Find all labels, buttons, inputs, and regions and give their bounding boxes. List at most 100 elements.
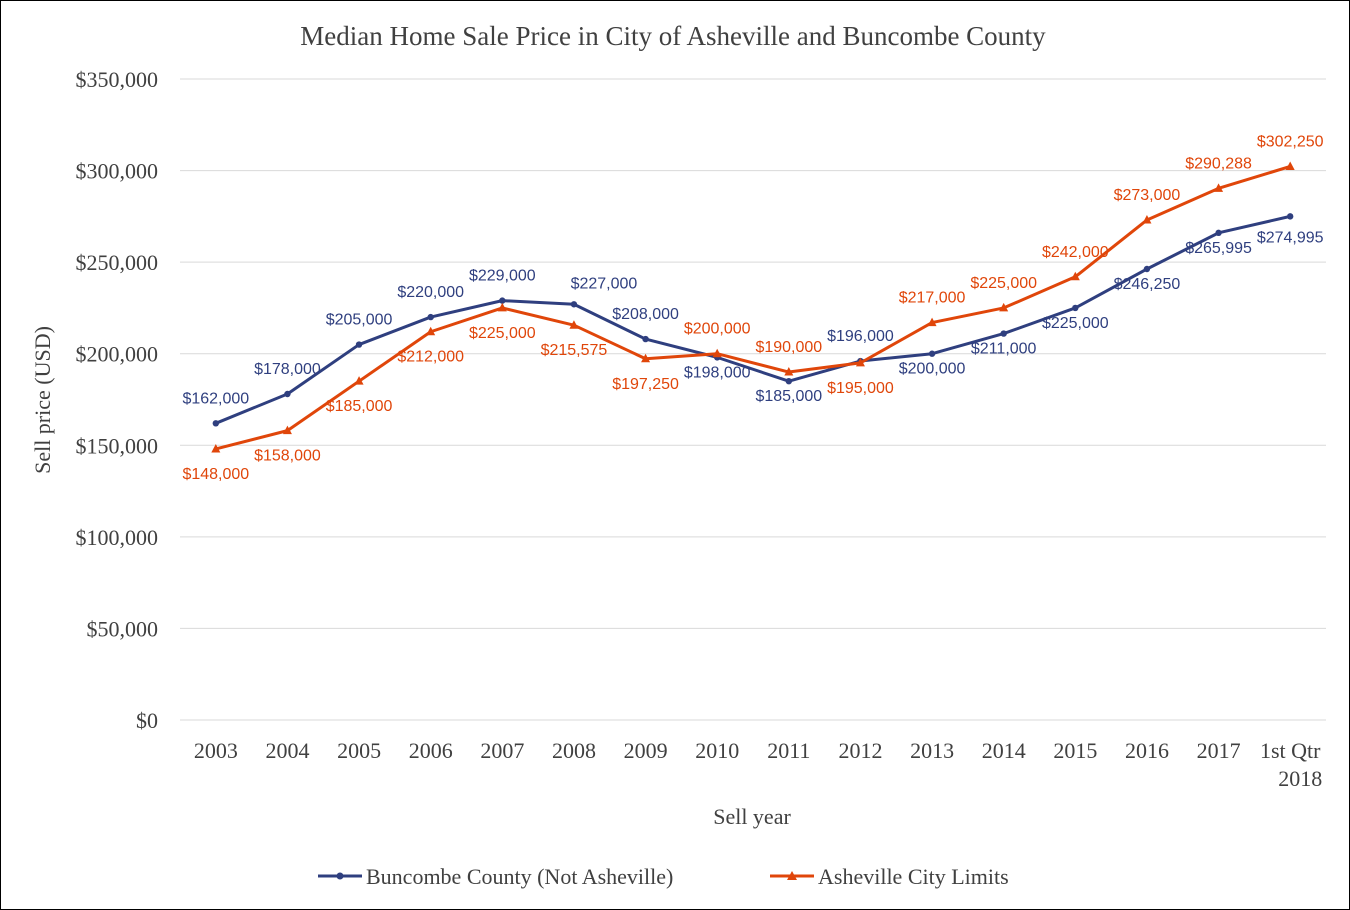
data-label: $178,000	[254, 361, 321, 378]
data-point	[499, 297, 506, 304]
data-label: $190,000	[755, 339, 822, 356]
data-label: $197,250	[612, 376, 679, 393]
data-point	[426, 326, 436, 336]
x-axis-label: Sell year	[713, 804, 791, 829]
data-point	[642, 335, 649, 343]
legend-marker-asheville	[787, 871, 797, 880]
series-line-buncombe	[215, 214, 1291, 425]
data-label: $246,250	[1114, 276, 1181, 293]
legend: Buncombe County (Not Asheville) Ashevill…	[318, 864, 1009, 889]
data-point	[1000, 330, 1007, 337]
data-label: $302,250	[1257, 133, 1324, 150]
data-label: $220,000	[397, 284, 464, 301]
series-lines	[211, 161, 1295, 453]
data-label: $196,000	[827, 328, 894, 345]
data-label: $198,000	[684, 364, 751, 381]
data-point	[1214, 183, 1224, 192]
y-tick-label: $100,000	[76, 525, 159, 550]
legend-label-buncombe: Buncombe County (Not Asheville)	[366, 864, 673, 889]
data-label: $265,995	[1185, 240, 1252, 257]
series-line-asheville	[215, 165, 1291, 451]
x-tick-label: 2017	[1197, 738, 1241, 763]
data-point	[1285, 161, 1295, 170]
data-label: $215,575	[541, 342, 608, 359]
data-label: $200,000	[684, 321, 751, 338]
data-point	[282, 425, 292, 435]
data-point	[1072, 304, 1079, 312]
legend-marker-buncombe	[336, 872, 344, 880]
data-point	[427, 313, 434, 321]
data-label: $217,000	[899, 290, 966, 307]
data-point	[570, 301, 578, 308]
x-tick-label: 2005	[337, 738, 381, 763]
data-point	[999, 302, 1009, 312]
y-tick-label: $150,000	[76, 433, 159, 458]
data-label: $205,000	[326, 312, 393, 329]
x-tick-label: 2010	[695, 738, 739, 763]
data-label: $148,000	[182, 466, 249, 483]
x-tick-label: 2015	[1053, 738, 1097, 763]
data-point	[354, 376, 364, 385]
data-label: $225,000	[970, 275, 1037, 292]
x-tick-label: 1st Qtr 2018	[1260, 738, 1322, 791]
data-point	[785, 377, 793, 385]
data-point	[1143, 265, 1151, 273]
data-point	[212, 420, 220, 427]
data-labels: $162,000 $178,000 $205,000$220,000 $229,000…	[182, 133, 1323, 482]
chart-title: Median Home Sale Price in City of Ashevi…	[300, 21, 1046, 51]
y-axis-label: Sell price (USD)	[30, 326, 55, 474]
data-label: $290,288	[1185, 155, 1252, 172]
data-point	[928, 350, 936, 357]
data-point	[1286, 213, 1294, 220]
data-point	[1142, 215, 1152, 224]
gridlines	[180, 78, 1326, 721]
x-tick-label: 2014	[982, 738, 1026, 763]
x-tick-label: 2012	[838, 738, 882, 763]
y-axis-ticks: $0 $50,000 $100,000 $150,000 $200,000 $250,00…	[76, 67, 159, 733]
y-tick-label: $50,000	[87, 616, 159, 641]
x-tick-label: 2006	[409, 738, 453, 763]
data-point	[641, 353, 651, 363]
x-tick-label: 2007	[480, 738, 524, 763]
data-label: $185,000	[755, 388, 822, 405]
y-tick-label: $0	[136, 708, 158, 733]
data-label: $242,000	[1042, 244, 1109, 261]
data-label: $195,000	[827, 380, 894, 397]
legend-item-buncombe: Buncombe County (Not Asheville)	[318, 864, 673, 889]
data-label: $274,995	[1257, 229, 1324, 246]
data-label: $225,000	[469, 325, 536, 342]
data-label: $273,000	[1114, 187, 1181, 204]
x-tick-label: 2008	[552, 738, 596, 763]
x-axis-ticks: 2003 2004 2005 2006 2007 2008 2009 2010 2011 2012…	[194, 738, 1322, 791]
data-label: $229,000	[469, 268, 536, 285]
data-label: $158,000	[254, 448, 321, 465]
data-label: $212,000	[397, 349, 464, 366]
x-tick-label: 2004	[265, 738, 309, 763]
y-tick-label: $300,000	[76, 159, 159, 184]
data-point	[355, 341, 363, 348]
data-label: $185,000	[326, 398, 393, 415]
legend-label-asheville: Asheville City Limits	[818, 864, 1009, 889]
data-label: $162,000	[182, 390, 249, 407]
data-label: $200,000	[899, 361, 966, 378]
data-label: $225,000	[1042, 315, 1109, 332]
y-tick-label: $200,000	[76, 342, 159, 367]
data-point	[712, 348, 722, 358]
data-point	[1215, 229, 1222, 237]
data-point	[569, 320, 579, 329]
x-tick-label: 2009	[624, 738, 668, 763]
y-tick-label: $250,000	[76, 250, 159, 275]
data-point	[497, 302, 507, 312]
y-tick-label: $350,000	[76, 67, 159, 92]
data-point	[927, 317, 937, 327]
data-point	[855, 357, 865, 367]
x-tick-label: 2016	[1125, 738, 1169, 763]
data-label: $227,000	[571, 275, 638, 292]
data-point	[784, 367, 794, 376]
data-point	[1070, 271, 1080, 281]
data-point	[211, 443, 221, 453]
data-label: $208,000	[612, 306, 679, 323]
legend-item-asheville: Asheville City Limits	[770, 864, 1009, 889]
data-label: $211,000	[971, 341, 1037, 358]
